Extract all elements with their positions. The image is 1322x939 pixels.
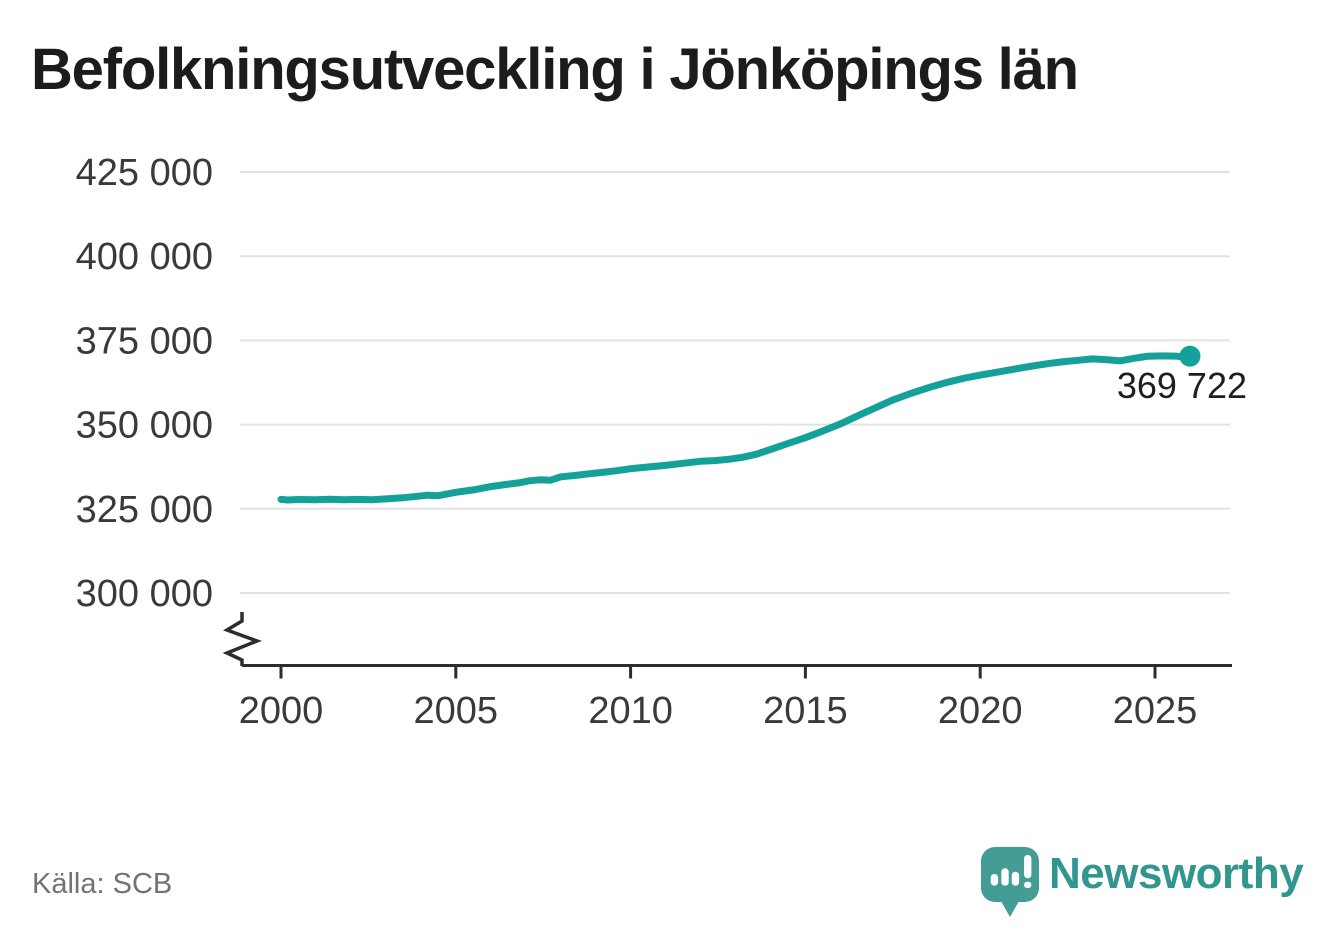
y-tick-label: 300 000 — [76, 573, 213, 615]
x-tick-label: 2015 — [763, 690, 848, 732]
newsworthy-logo: Newsworthy — [981, 845, 1304, 925]
end-point-dot — [1179, 345, 1201, 367]
newsworthy-speech-bubble-barchart-icon — [981, 847, 1039, 917]
y-tick-label: 350 000 — [76, 405, 213, 447]
x-tick-label: 2010 — [588, 690, 673, 732]
end-value-label: 369 722 — [1117, 365, 1247, 406]
x-tick-label: 2005 — [414, 690, 499, 732]
source-note: Källa: SCB — [32, 868, 173, 900]
newsworthy-logo-text: Newsworthy — [1049, 849, 1304, 898]
x-tick-label: 2025 — [1113, 690, 1198, 732]
page-title: Befolkningsutveckling i Jönköpings län — [31, 37, 1079, 102]
y-tick-label: 400 000 — [76, 236, 213, 278]
x-tick-label: 2020 — [938, 690, 1023, 732]
y-tick-label: 375 000 — [76, 320, 213, 362]
axis-break-icon — [222, 612, 262, 666]
population-line — [277, 352, 1194, 504]
y-tick-label: 425 000 — [76, 152, 213, 194]
x-tick-label: 2000 — [239, 690, 324, 732]
y-tick-label: 325 000 — [76, 489, 213, 531]
